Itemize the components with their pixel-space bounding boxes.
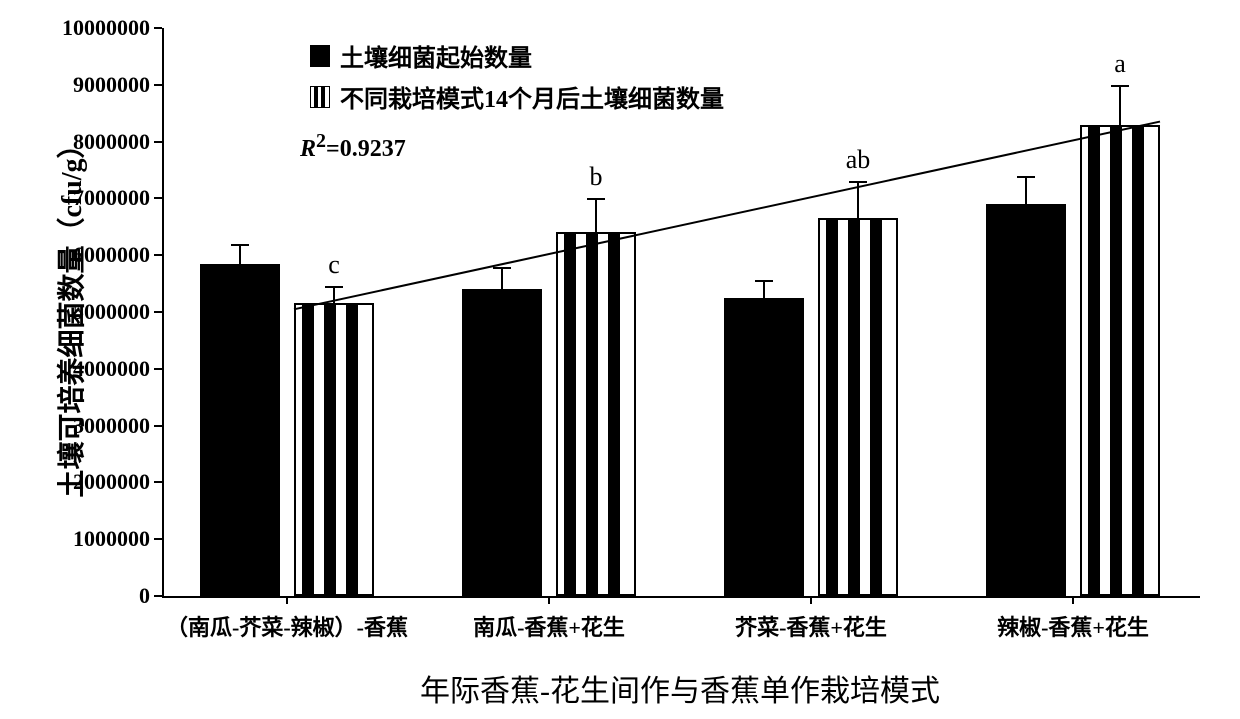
y-tick-label: 9000000 [73,72,150,98]
x-tick-label: （南瓜-芥菜-辣椒）-香蕉 [147,610,427,642]
error-bar [763,280,765,298]
error-bar [1025,176,1027,204]
x-tick-mark [286,596,288,604]
error-bar-cap [493,267,511,269]
x-tick-mark [1072,596,1074,604]
significance-label: b [566,162,626,192]
significance-label: ab [828,145,888,175]
r-squared-value: =0.9237 [326,136,406,162]
y-tick-label: 4000000 [73,356,150,382]
y-tick-label: 1000000 [73,526,150,552]
y-tick-mark [154,368,162,370]
y-tick-label: 7000000 [73,185,150,211]
legend-item-0: 土壤细菌起始数量 [310,38,724,73]
error-bar [501,267,503,290]
legend-label-1: 不同栽培模式14个月后土壤细菌数量 [340,79,724,114]
x-tick-mark [548,596,550,604]
x-axis-label: 年际香蕉-花生间作与香蕉单作栽培模式 [162,666,1198,710]
bar-initial [462,289,542,596]
bar-after [1080,125,1160,596]
legend-swatch-solid [310,45,330,67]
error-bar [857,181,859,218]
error-bar [595,198,597,232]
r-squared-label: R2=0.9237 [300,130,406,163]
bar-initial [986,204,1066,596]
y-tick-mark [154,254,162,256]
legend-item-1: 不同栽培模式14个月后土壤细菌数量 [310,79,724,114]
bar-after [818,218,898,596]
error-bar-cap [849,181,867,183]
y-tick-label: 6000000 [73,242,150,268]
error-bar [239,244,241,264]
bar-initial [200,264,280,596]
y-tick-mark [154,197,162,199]
x-tick-label: 芥菜-香蕉+花生 [671,610,951,642]
y-tick-label: 5000000 [73,299,150,325]
significance-label: a [1090,49,1150,79]
bar-after [556,232,636,596]
y-tick-mark [154,27,162,29]
y-tick-mark [154,141,162,143]
legend-swatch-striped [310,86,330,108]
x-tick-label: 辣椒-香蕉+花生 [933,610,1213,642]
y-tick-label: 0 [139,583,150,609]
chart-container: 土壤可培养细菌数量（cfu/g） 年际香蕉-花生间作与香蕉单作栽培模式 土壤细菌… [0,0,1240,719]
error-bar-cap [325,286,343,288]
y-tick-label: 10000000 [62,15,150,41]
y-tick-mark [154,481,162,483]
r-squared-symbol: R [300,136,316,162]
y-tick-mark [154,311,162,313]
x-tick-mark [810,596,812,604]
bar-initial [724,298,804,596]
y-tick-mark [154,538,162,540]
error-bar-cap [1111,85,1129,87]
y-tick-mark [154,595,162,597]
y-tick-mark [154,425,162,427]
y-tick-label: 3000000 [73,413,150,439]
y-tick-label: 8000000 [73,129,150,155]
r-squared-sup: 2 [316,130,326,152]
error-bar-cap [755,280,773,282]
bar-after [294,303,374,596]
y-tick-mark [154,84,162,86]
y-tick-label: 2000000 [73,469,150,495]
error-bar [333,286,335,303]
error-bar-cap [587,198,605,200]
error-bar-cap [1017,176,1035,178]
significance-label: c [304,250,364,280]
error-bar-cap [231,244,249,246]
x-tick-label: 南瓜-香蕉+花生 [409,610,689,642]
legend-label-0: 土壤细菌起始数量 [340,38,532,73]
error-bar [1119,85,1121,125]
legend: 土壤细菌起始数量 不同栽培模式14个月后土壤细菌数量 [310,38,724,120]
